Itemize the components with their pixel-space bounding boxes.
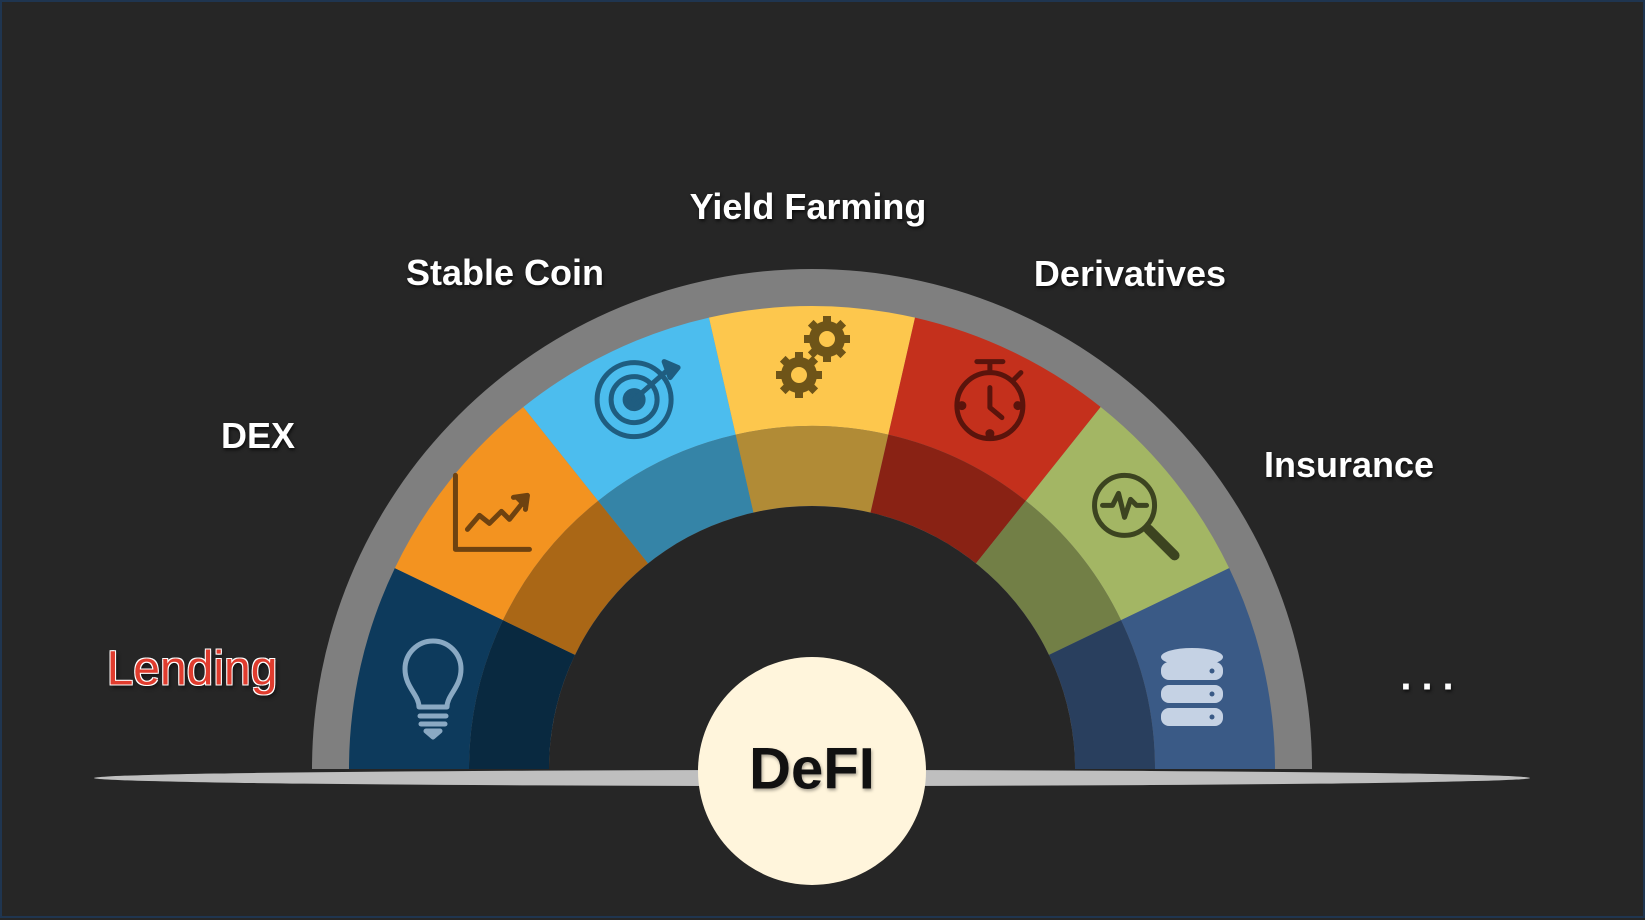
- center-label: DeFI: [749, 736, 875, 802]
- segment-inner-more: [1048, 620, 1155, 769]
- label-yield-farming: Yield Farming: [689, 186, 927, 227]
- label-more: ...: [1400, 654, 1464, 699]
- label-stable-coin: Stable Coin: [405, 252, 605, 293]
- segment-inner-yield-farming: [735, 426, 889, 513]
- label-lending: Lending: [106, 642, 278, 696]
- stopwatch-icon: [954, 359, 1026, 442]
- segment-inner-insurance: [975, 500, 1122, 655]
- label-dex: DEX: [220, 415, 296, 456]
- segment-inner-derivatives: [870, 434, 1026, 564]
- line-chart-icon: [452, 472, 532, 552]
- segment-lending: [349, 568, 503, 769]
- inner-hole: [549, 506, 1075, 769]
- lightbulb-icon: [402, 638, 464, 740]
- segment-inner-stable-coin: [598, 434, 754, 564]
- segment-inner-lending: [469, 620, 576, 769]
- database-icon: [1161, 648, 1223, 726]
- segment-inner-dex: [502, 500, 649, 655]
- target-icon: [594, 359, 681, 440]
- label-derivatives: Derivatives: [1033, 253, 1227, 294]
- magnifier-pulse-icon: [1092, 472, 1180, 561]
- center-circle: [698, 657, 926, 885]
- label-insurance: Insurance: [1263, 444, 1435, 485]
- gears-icon: [776, 316, 850, 398]
